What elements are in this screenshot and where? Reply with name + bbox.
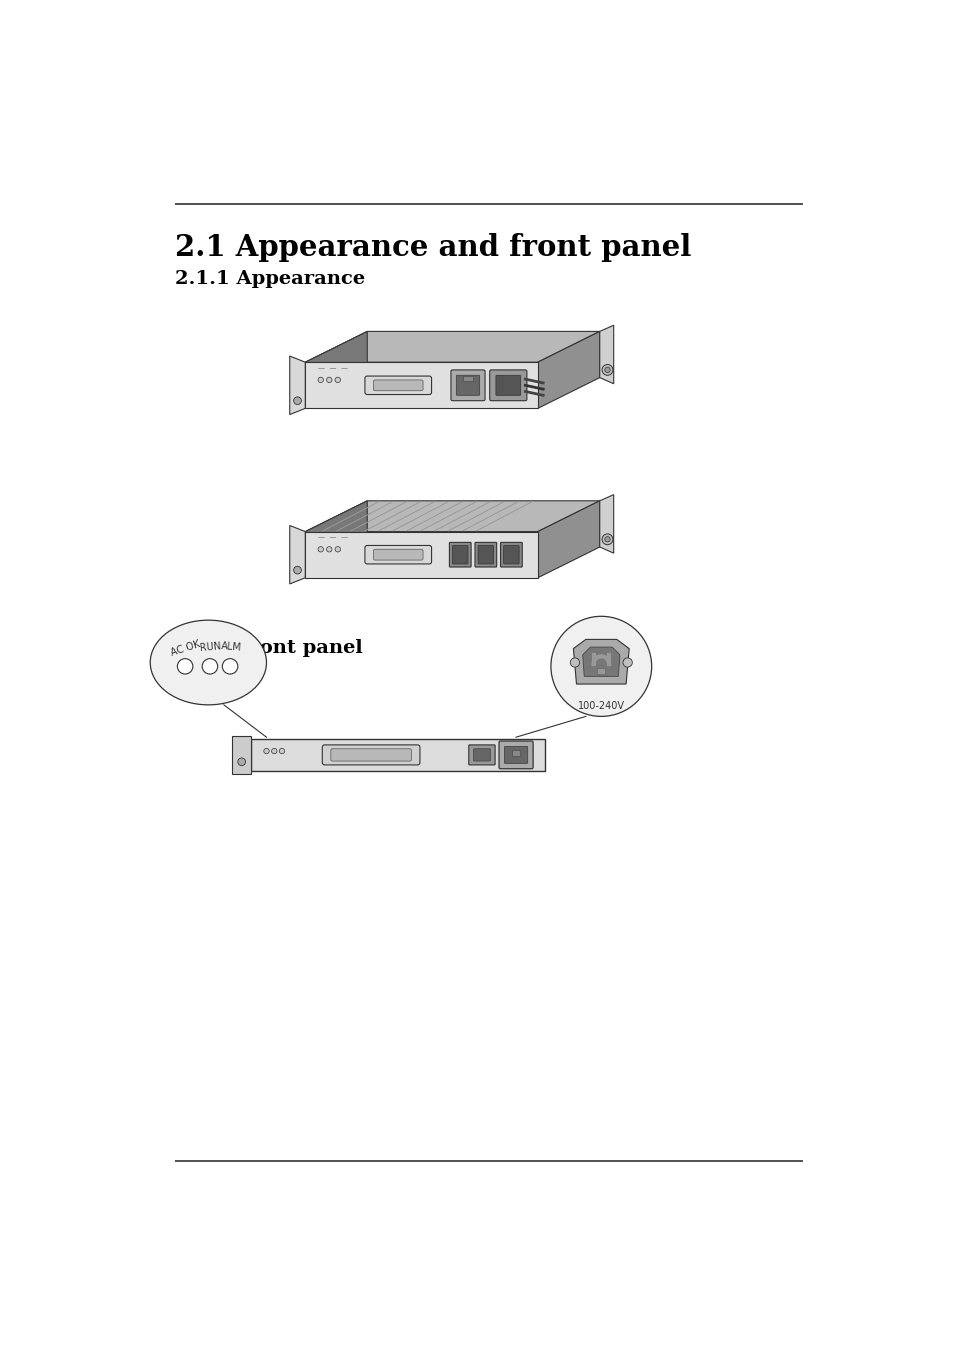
Polygon shape: [305, 331, 599, 362]
FancyBboxPatch shape: [451, 370, 484, 401]
Text: 2.1.1 Appearance: 2.1.1 Appearance: [174, 270, 365, 288]
Text: —  —  —: — — —: [317, 535, 347, 540]
Circle shape: [604, 536, 610, 541]
FancyBboxPatch shape: [456, 375, 479, 396]
FancyBboxPatch shape: [449, 543, 471, 567]
FancyBboxPatch shape: [500, 543, 521, 567]
Polygon shape: [305, 501, 599, 532]
Circle shape: [177, 659, 193, 674]
Circle shape: [317, 547, 323, 552]
Bar: [251, 738, 545, 771]
Bar: [233, 736, 251, 774]
FancyBboxPatch shape: [473, 749, 490, 761]
Polygon shape: [290, 356, 305, 414]
FancyBboxPatch shape: [489, 370, 526, 401]
Circle shape: [279, 748, 284, 753]
Circle shape: [622, 657, 632, 667]
FancyBboxPatch shape: [373, 379, 422, 390]
Circle shape: [326, 547, 332, 552]
Polygon shape: [582, 647, 619, 676]
Ellipse shape: [150, 620, 266, 705]
FancyBboxPatch shape: [477, 545, 493, 564]
Text: 2.1.2 Front panel: 2.1.2 Front panel: [174, 640, 362, 657]
Circle shape: [550, 617, 651, 717]
FancyBboxPatch shape: [498, 741, 533, 768]
Polygon shape: [305, 331, 367, 409]
FancyBboxPatch shape: [322, 745, 419, 765]
Circle shape: [294, 397, 301, 405]
Circle shape: [335, 547, 340, 552]
FancyBboxPatch shape: [452, 545, 468, 564]
Bar: [597, 668, 604, 674]
Polygon shape: [599, 494, 613, 554]
Circle shape: [604, 367, 610, 373]
Circle shape: [570, 657, 579, 667]
Bar: [463, 377, 472, 381]
FancyBboxPatch shape: [496, 375, 520, 396]
FancyBboxPatch shape: [504, 747, 527, 763]
Polygon shape: [290, 525, 305, 585]
Circle shape: [601, 364, 612, 375]
FancyBboxPatch shape: [365, 377, 431, 394]
Circle shape: [294, 566, 301, 574]
FancyBboxPatch shape: [503, 545, 518, 564]
Text: AC OK: AC OK: [169, 639, 201, 657]
Circle shape: [272, 748, 276, 753]
FancyBboxPatch shape: [331, 749, 411, 761]
Polygon shape: [537, 501, 599, 578]
Circle shape: [335, 377, 340, 382]
Text: 100-240V: 100-240V: [578, 701, 624, 710]
Circle shape: [264, 748, 269, 753]
FancyBboxPatch shape: [365, 545, 431, 564]
FancyBboxPatch shape: [475, 543, 497, 567]
Polygon shape: [573, 640, 629, 684]
FancyBboxPatch shape: [468, 745, 495, 765]
Circle shape: [237, 757, 245, 765]
Bar: [512, 751, 519, 756]
Circle shape: [601, 533, 612, 544]
Text: RUN: RUN: [198, 641, 221, 653]
Circle shape: [317, 377, 323, 382]
Circle shape: [326, 377, 332, 382]
Polygon shape: [599, 325, 613, 383]
Text: 2.1 Appearance and front panel: 2.1 Appearance and front panel: [174, 232, 691, 262]
Polygon shape: [305, 501, 367, 578]
Polygon shape: [537, 331, 599, 409]
Circle shape: [222, 659, 237, 674]
Text: —  —  —: — — —: [317, 364, 347, 371]
Polygon shape: [305, 362, 537, 409]
Polygon shape: [305, 532, 537, 578]
Text: ALM: ALM: [221, 641, 242, 653]
Circle shape: [202, 659, 217, 674]
FancyBboxPatch shape: [373, 549, 422, 560]
